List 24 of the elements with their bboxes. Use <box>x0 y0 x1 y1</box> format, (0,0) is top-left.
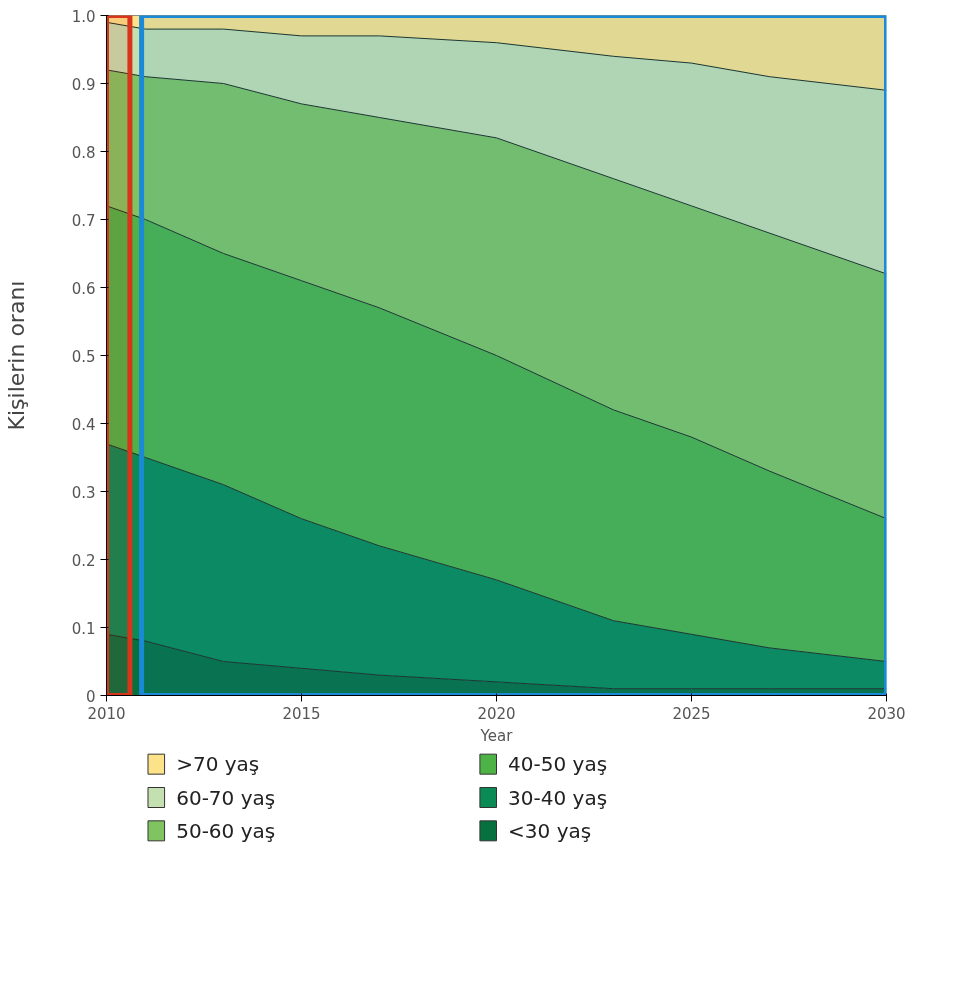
y-axis-title: Kişilerin oranı <box>3 280 29 431</box>
x-tick-label: 2010 <box>87 704 126 723</box>
legend-label: 50-60 yaş <box>176 818 276 843</box>
legend-label: >70 yaş <box>176 752 260 777</box>
y-tick-label: 0.4 <box>71 415 96 434</box>
x-axis-title: Year <box>479 726 514 745</box>
y-tick-label: 0.1 <box>71 619 96 638</box>
legend-label: 30-40 yaş <box>508 785 608 810</box>
y-tick-label: 1.0 <box>71 7 96 26</box>
y-tick-label: 0.9 <box>71 75 96 94</box>
y-tick-label: 0 <box>85 687 96 706</box>
legend-label: 40-50 yaş <box>508 752 608 777</box>
x-tick-label: 2015 <box>282 704 321 723</box>
y-tick-label: 0.2 <box>71 551 96 570</box>
legend-label: <30 yaş <box>508 818 592 843</box>
y-tick-label: 0.3 <box>71 483 96 502</box>
y-tick-label: 0.5 <box>71 347 96 366</box>
legend-label: 60-70 yaş <box>176 785 276 810</box>
x-tick-label: 2030 <box>867 704 906 723</box>
x-tick-label: 2025 <box>672 704 711 723</box>
y-tick-label: 0.8 <box>71 143 96 162</box>
x-tick-label: 2020 <box>477 704 516 723</box>
y-tick-label: 0.6 <box>71 279 96 298</box>
y-tick-label: 0.7 <box>71 211 96 230</box>
